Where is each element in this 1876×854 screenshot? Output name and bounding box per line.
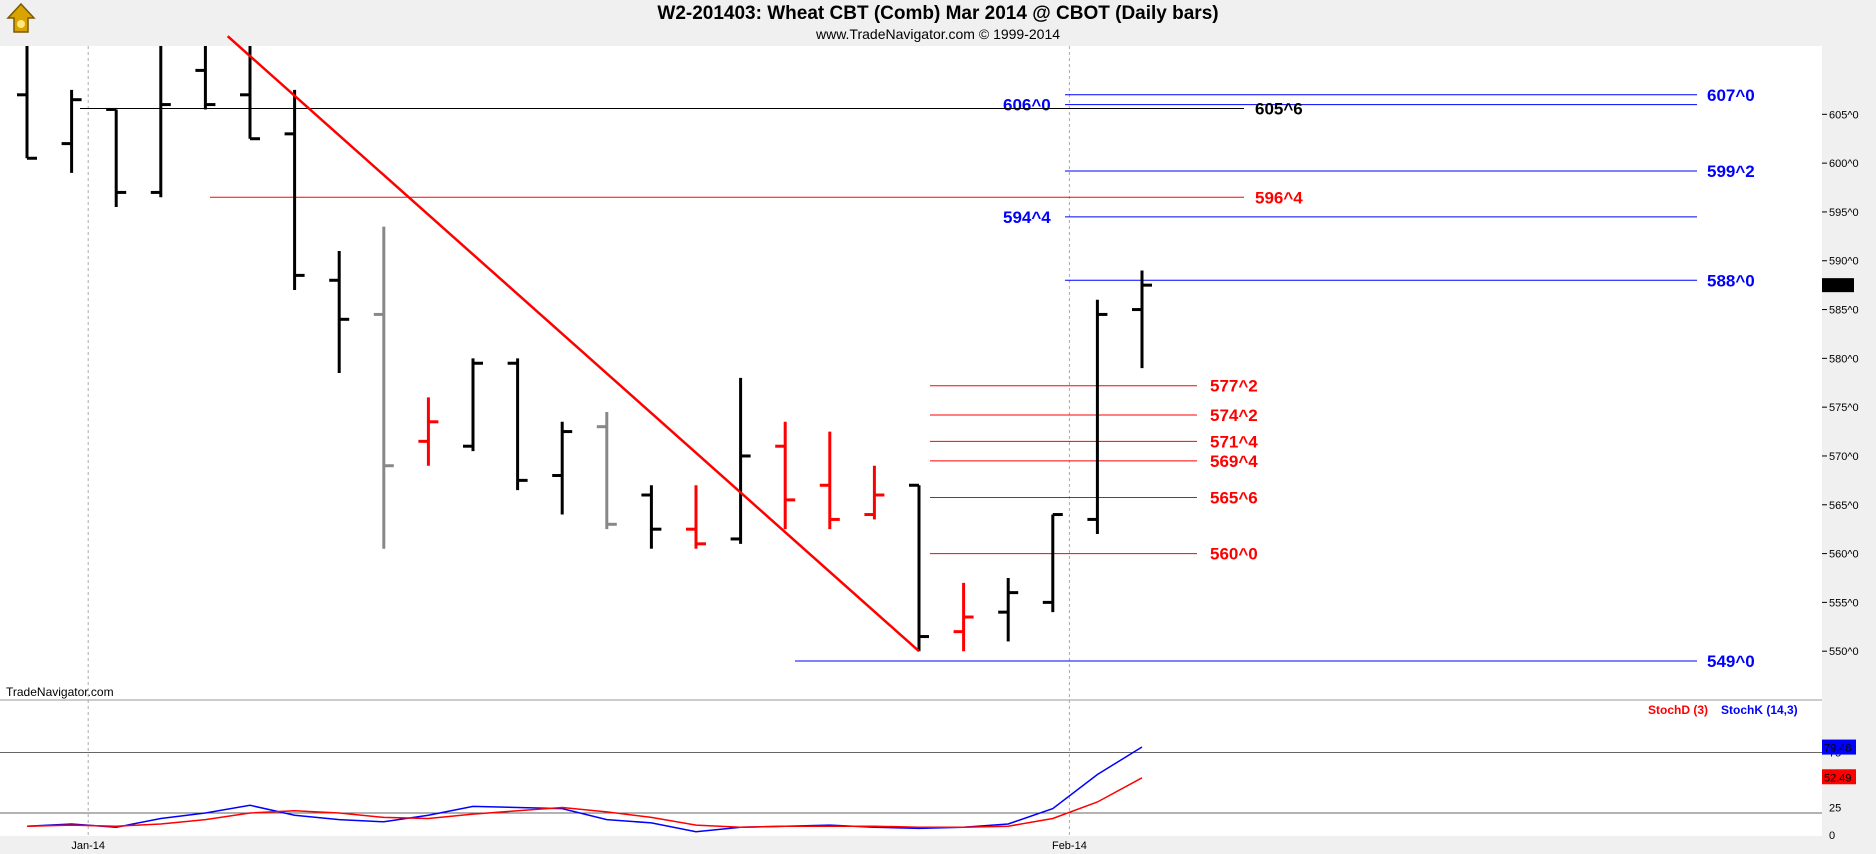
y-tick-label: 560^0 [1829,549,1859,561]
y-tick-label: 590^0 [1829,256,1859,268]
y-tick-label: 605^0 [1829,109,1859,121]
plot-area [0,46,1876,854]
watermark: TradeNavigator.com [6,685,114,699]
last-price-box [1822,278,1854,293]
y-tick-label: 600^0 [1829,158,1859,170]
y-tick-label: 580^0 [1829,353,1859,365]
stochd-line [26,777,1143,829]
level-label: 574^2 [1210,406,1258,425]
ohlc-bars [17,46,1152,652]
y-tick-label: 575^0 [1829,402,1859,414]
y-tick-label: 555^0 [1829,597,1859,609]
chart-title: W2-201403: Wheat CBT (Comb) Mar 2014 @ C… [657,3,1219,24]
level-label: 577^2 [1210,377,1258,396]
level-label: 565^6 [1210,488,1258,507]
stochd-value-box [1822,769,1856,785]
downtrend-line [226,35,920,653]
level-label: 594^4 [1003,208,1051,227]
level-label: 588^0 [1707,271,1755,290]
price-levels: 607^0 606^0 605^6 599^2 596^4 594^4 588^0 577^2… [80,86,1755,671]
legend-stochk: StochK (14,3) [1721,703,1798,717]
level-label: 549^0 [1707,652,1755,671]
axis-panel [1822,46,1876,854]
x-tick-label: Jan-14 [71,840,105,852]
date-axis: Jan-14 Feb-14 [71,840,1086,852]
y-tick-label: 570^0 [1829,451,1859,463]
chart-subtitle: www.TradeNavigator.com © 1999-2014 [815,26,1061,42]
level-label: 607^0 [1707,86,1755,105]
y-tick-label: 595^0 [1829,207,1859,219]
price-axis: 550^0 555^0 560^0 565^0 570^0 575^0 580^0 585^0… [1822,109,1859,658]
stoch-tick-label: 0 [1829,830,1835,842]
trendline [226,35,920,653]
y-tick-label: 585^0 [1829,305,1859,317]
date-strip [0,836,1876,854]
y-tick-label: 550^0 [1829,646,1859,658]
y-tick-label: 565^0 [1829,500,1859,512]
level-label: 571^4 [1210,432,1258,451]
chart-header: W2-201403: Wheat CBT (Comb) Mar 2014 @ C… [0,0,1876,46]
stochd-value-label: 52.49 [1824,772,1852,784]
plot-background [0,46,1876,854]
last-price-label: 587^4 [1824,280,1854,292]
level-label: 596^4 [1255,188,1303,207]
level-label: 569^4 [1210,452,1258,471]
level-label: 560^0 [1210,545,1258,564]
x-tick-label: Feb-14 [1052,840,1087,852]
trade-navigator-logo-icon [6,2,36,33]
stoch-tick-label: 25 [1829,803,1841,815]
level-label: 605^6 [1255,99,1303,118]
legend-stochd: StochD (3) [1648,703,1708,717]
stochk-value-box [1822,739,1856,755]
level-label: 606^0 [1003,96,1051,115]
stochk-value-label: 79.48 [1824,743,1852,755]
level-label: 599^2 [1707,162,1755,181]
